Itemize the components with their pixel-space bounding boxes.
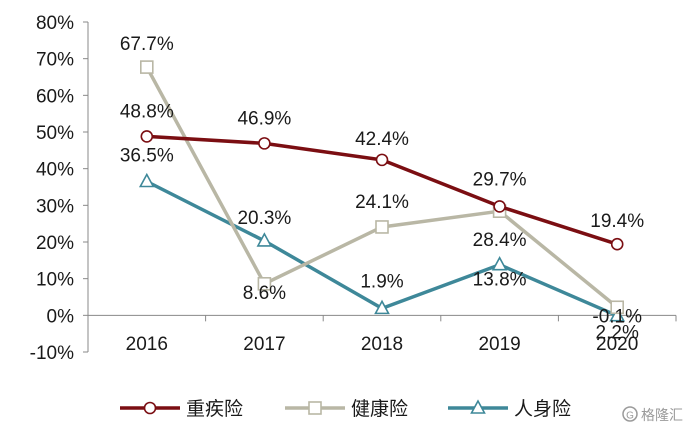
data-label-critical-illness: 48.8% [120,101,174,122]
x-axis: 2016 2017 2018 2019 2020 [87,314,677,355]
data-point-life [374,299,390,315]
data-point-health [257,276,272,291]
data-point-critical-illness [610,237,624,251]
legend-marker [470,399,486,414]
data-point-life [256,232,273,247]
data-point-critical-illness [375,153,389,167]
watermark: G 格隆汇 [622,406,683,424]
x-tick-label: 2018 [361,334,403,355]
x-tick-label: 2017 [243,334,285,355]
legend-marker [308,401,322,415]
legend-label: 健康险 [351,398,408,420]
series-life [138,172,626,322]
y-axis: -10% 0% 10% 20% 30% 40% 50% 60% 70% 80% [30,13,89,364]
data-point-critical-illness [140,130,154,143]
data-point-health [140,60,154,74]
data-label-life: 36.5% [120,146,174,167]
y-tick-label: -10% [30,343,74,364]
y-tick-label: 80% [36,13,74,34]
legend-item-health: 健康险 [285,398,408,420]
y-tick-label: 50% [36,123,74,144]
x-tick-label: 2016 [126,334,168,355]
x-tick-label: 2020 [596,334,638,355]
data-label-critical-illness: 29.7% [473,169,527,190]
y-tick-label: 0% [47,306,75,327]
y-tick-label: 40% [36,160,74,181]
data-point-health [375,220,389,234]
x-tick-label: 2019 [478,334,520,355]
legend: 重疾险 健康险 人身险 [120,398,571,420]
data-label-critical-illness: 42.4% [355,129,409,150]
data-point-health [610,300,625,315]
legend-item-life: 人身险 [448,398,571,420]
data-label-life: 20.3% [237,208,291,229]
data-point-critical-illness [493,200,506,213]
data-labels: 48.8% 46.9% 42.4% 29.7% 19.4% 67.7% 8.6% 24.1% 2… [120,34,644,343]
data-label-health: 67.7% [120,34,174,55]
data-label-health: 8.6% [243,283,286,304]
data-label-life: -0.1% [592,307,642,328]
y-tick-label: 10% [36,270,74,291]
legend-label: 人身险 [514,398,571,420]
data-label-life: 1.9% [360,271,403,292]
series-critical-illness [140,130,624,251]
legend-item-critical-illness: 重疾险 [120,398,243,420]
data-label-health: 28.4% [473,230,527,251]
y-tick-label: 70% [36,50,74,71]
legend-label: 重疾险 [186,398,243,420]
series-layer [138,60,626,322]
y-tick-label: 20% [36,233,74,254]
data-label-critical-illness: 46.9% [237,108,291,129]
g-logo-letter: G [626,411,634,422]
data-point-life [609,307,626,322]
legend-marker [143,401,157,415]
g-logo-icon [622,406,638,422]
data-label-critical-illness: 19.4% [590,211,644,232]
y-tick-label: 30% [36,196,74,217]
data-point-life [138,172,155,188]
data-label-health: 2.2% [596,322,639,343]
data-point-critical-illness [258,137,271,150]
data-label-health: 24.1% [355,192,409,213]
watermark-text: 格隆汇 [641,408,683,424]
y-tick-label: 60% [36,86,74,107]
data-point-life [491,256,508,271]
data-label-life: 13.8% [473,270,527,291]
